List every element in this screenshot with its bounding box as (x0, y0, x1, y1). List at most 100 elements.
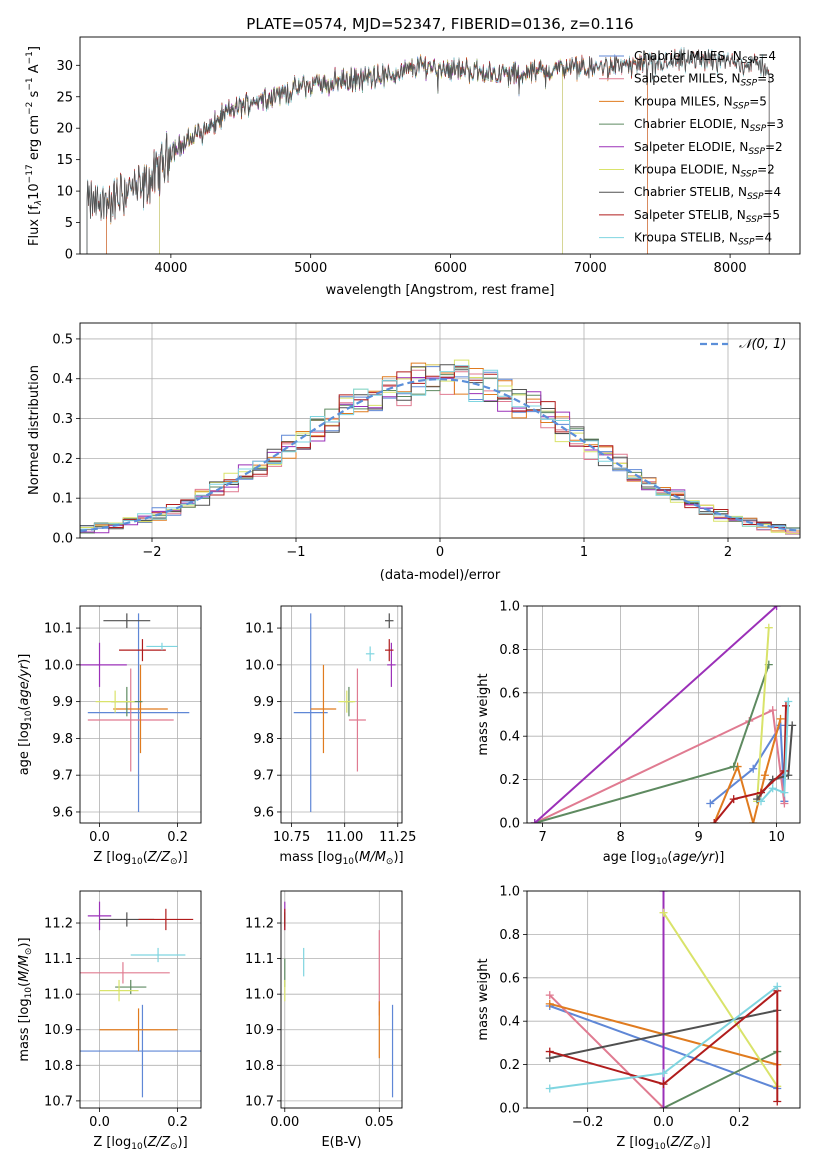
data-marker (780, 788, 789, 797)
y-tick-label: 10 (56, 185, 73, 200)
y-tick-label: 0.0 (52, 532, 73, 547)
series-line (662, 912, 779, 1087)
axes-frame (280, 605, 403, 824)
y-tick-label: 10.9 (245, 1023, 274, 1038)
axes-spectrum: 4000 5000 6000 7000 8000 0 5 10 15 20 25 30 Chabrier… (56, 36, 801, 276)
y-tick-label: 9.9 (52, 695, 73, 710)
data-marker (784, 697, 793, 706)
y-tick-label: 0.2 (499, 773, 520, 788)
y-tick-label: 10.8 (44, 1059, 73, 1074)
y-axis-label: age [log10(age/yr)] (17, 654, 34, 776)
axes-mass-vs-EBV: 0.00 0.05 10.7 10.8 10.9 11.0 11.1 11.2 (245, 890, 403, 1130)
plot-area-weight-vs-Z (545, 891, 782, 1108)
legend-label: Chabrier ELODIE, NSSP=3 (634, 117, 784, 134)
y-tick-label: 11.1 (44, 952, 73, 967)
x-tick-label: 11.00 (326, 830, 363, 845)
y-tick-label: 10.7 (44, 1094, 73, 1109)
y-tick-label: 9.6 (52, 805, 73, 820)
data-marker (729, 762, 738, 771)
axes-frame (79, 890, 202, 1109)
spectrum-line (106, 54, 648, 254)
data-marker (780, 799, 789, 808)
legend-label: Kroupa ELODIE, NSSP=2 (634, 163, 775, 180)
y-tick-label: 11.1 (245, 952, 274, 967)
data-marker (768, 706, 777, 715)
y-tick-label: 30 (56, 59, 73, 74)
spectrum-line (106, 52, 648, 254)
legend-label: Kroupa STELIB, NSSP=4 (634, 231, 772, 248)
y-tick-label: 10.0 (245, 658, 274, 673)
y-tick-label: 0.4 (499, 730, 520, 745)
x-axis-label: E(B-V) (321, 1135, 361, 1150)
data-marker (764, 623, 773, 632)
x-tick-label: 0.0 (653, 1115, 674, 1130)
x-axis-label: Z [log10(Z/Z⊙)] (93, 1135, 187, 1152)
x-tick-label: 0.2 (167, 1115, 188, 1130)
series-line (709, 722, 786, 805)
x-tick-label: 11.25 (379, 830, 416, 845)
y-tick-label: 9.8 (52, 732, 73, 747)
axes-frame (79, 322, 801, 539)
y-axis-label: mass weight (476, 958, 491, 1040)
data-marker (659, 908, 668, 917)
legend-label: Salpeter ELODIE, NSSP=2 (634, 140, 783, 157)
x-tick-label: 0.05 (365, 1115, 394, 1130)
legend-label: Kroupa MILES, NSSP=5 (634, 94, 767, 111)
data-marker (659, 1069, 668, 1078)
y-tick-label: 0.3 (52, 412, 73, 427)
spectrum-line (159, 56, 563, 254)
y-tick-label: 0.4 (52, 372, 73, 387)
data-marker (545, 1047, 554, 1056)
spectrum-line (86, 49, 770, 254)
x-tick-label: 0.2 (167, 830, 188, 845)
y-tick-label: 9.7 (253, 769, 274, 784)
axes-frame (526, 605, 801, 824)
y-tick-label: 10.9 (44, 1023, 73, 1038)
spectrum-line (106, 52, 648, 254)
plot-area-age-vs-mass (293, 613, 396, 812)
x-tick-label: 6000 (434, 261, 467, 276)
y-tick-label: 10.1 (245, 622, 274, 637)
x-tick-label: 7 (538, 830, 546, 845)
data-marker (545, 999, 554, 1008)
y-tick-label: 9.9 (253, 695, 274, 710)
y-tick-label: 0.6 (499, 686, 520, 701)
series-line (663, 1050, 778, 1108)
data-marker (788, 721, 797, 730)
plot-area-mass-vs-EBV (284, 901, 394, 1098)
data-marker (545, 1084, 554, 1093)
series-line (534, 708, 786, 823)
y-tick-label: 10.1 (44, 622, 73, 637)
y-tick-label: 9.8 (253, 732, 274, 747)
plot-area-residuals (80, 359, 800, 537)
series-line (713, 718, 782, 823)
data-marker (706, 799, 715, 808)
figure-title: PLATE=0574, MJD=52347, FIBERID=0136, z=0… (246, 15, 633, 33)
x-axis-label: age [log10(age/yr)] (603, 850, 725, 867)
y-tick-label: 20 (56, 122, 73, 137)
data-marker (749, 819, 758, 823)
y-tick-label: 11.0 (44, 988, 73, 1003)
data-marker (729, 795, 738, 804)
y-axis-label: mass weight (476, 673, 491, 755)
data-marker (772, 606, 781, 610)
x-tick-label: 4000 (154, 261, 187, 276)
x-tick-label: 8 (616, 830, 624, 845)
y-tick-label: 0 (65, 248, 73, 263)
axes-frame (79, 36, 801, 255)
plot-area-weight-vs-age (530, 606, 797, 823)
series-line (760, 701, 790, 802)
normal-curve (80, 378, 800, 533)
x-tick-label: 7000 (574, 261, 607, 276)
x-tick-label: −2 (142, 545, 161, 560)
axes-weight-vs-Z: −0.2 0.0 0.2 0.0 0.2 0.4 0.6 0.8 1.0 (499, 885, 801, 1130)
data-marker (773, 982, 782, 991)
axes-mass-vs-Z: 0.0 0.2 10.7 10.8 10.9 11.0 11.1 11.2 (44, 890, 202, 1130)
y-tick-label: 9.6 (253, 805, 274, 820)
data-marker (773, 1097, 782, 1106)
plot-area-mass-vs-Z (80, 901, 201, 1098)
y-tick-label: 0.1 (52, 492, 73, 507)
spectrum-line (159, 57, 563, 254)
y-tick-label: 0.8 (499, 928, 520, 943)
